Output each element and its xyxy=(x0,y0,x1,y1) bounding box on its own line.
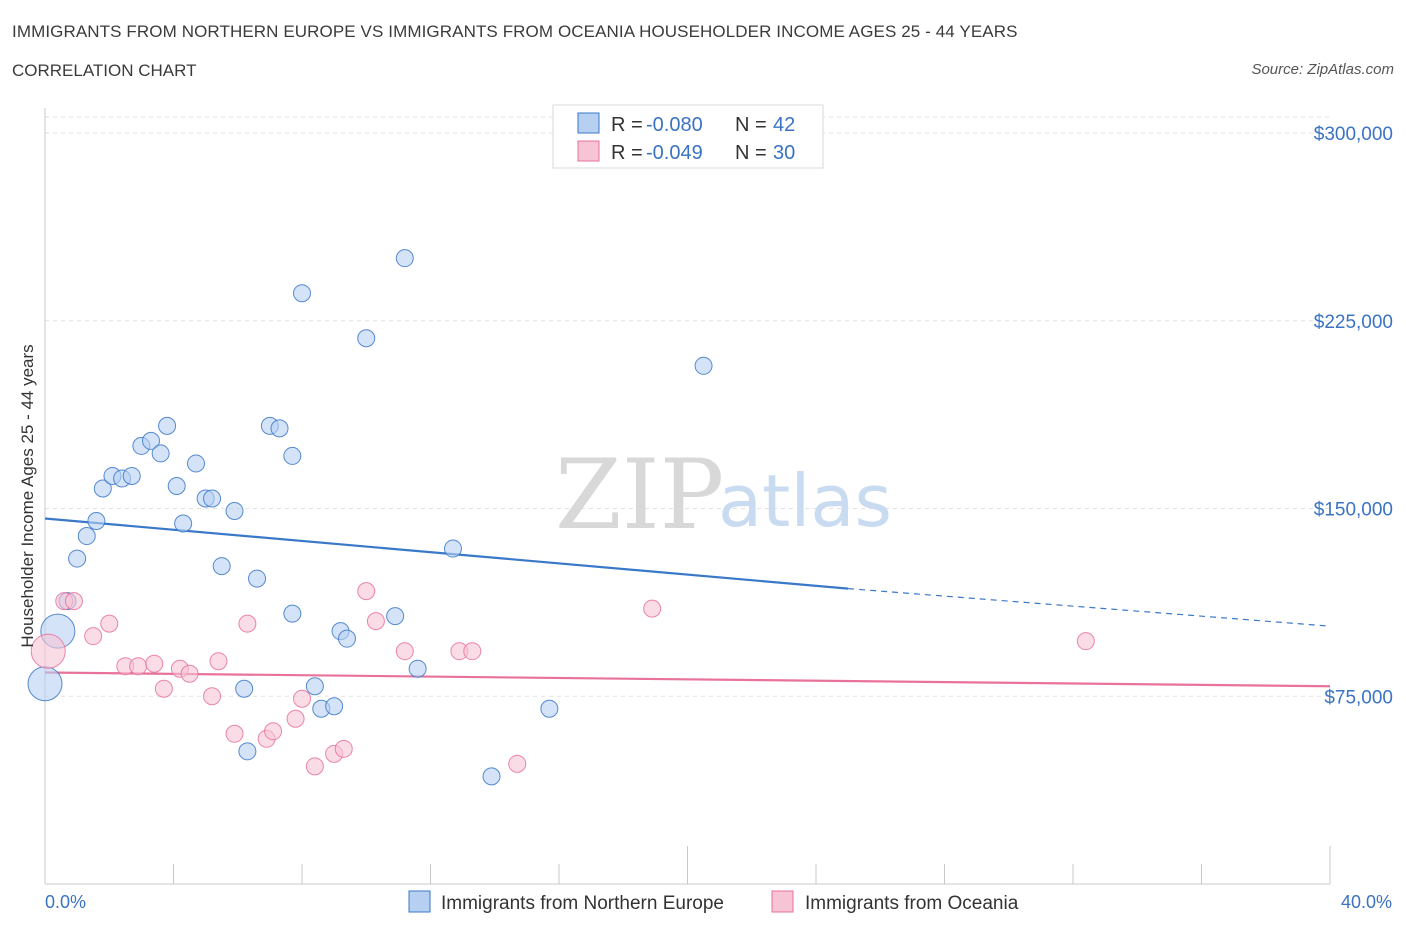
stats-legend: R = -0.080 N = 42 R = -0.049 N = 30 xyxy=(552,104,824,169)
data-point-series1-28 xyxy=(643,599,662,618)
y-tick-label-75000: $75,000 xyxy=(1324,687,1393,708)
data-point-series1-6 xyxy=(129,657,148,676)
data-point-series1-4 xyxy=(100,614,119,633)
data-point-series1-27 xyxy=(508,754,527,773)
data-point-series0-41 xyxy=(694,356,713,375)
data-point-series0-29 xyxy=(305,677,324,696)
y-tick-labels: $75,000 $150,000 $225,000 $300,000 xyxy=(1314,124,1393,708)
data-point-series0-27 xyxy=(283,604,302,623)
data-point-series0-21 xyxy=(235,679,254,698)
data-point-series0-3 xyxy=(68,549,87,568)
data-point-series0-36 xyxy=(395,249,414,268)
data-point-series0-40 xyxy=(540,699,559,718)
data-point-series0-26 xyxy=(283,446,302,465)
series-legend-swatch-oceania xyxy=(771,890,794,913)
x-tick-label-max: 40.0% xyxy=(1341,892,1392,912)
data-point-series1-3 xyxy=(84,627,103,646)
watermark: ZIP atlas xyxy=(555,439,892,551)
data-point-series0-22 xyxy=(238,742,257,761)
data-point-series1-18 xyxy=(293,689,311,708)
data-point-series1-11 xyxy=(203,687,222,706)
data-point-series0-31 xyxy=(325,697,344,716)
legend-r-label-blue: R = xyxy=(611,114,643,136)
data-point-series0-38 xyxy=(443,539,462,558)
data-point-series1-29 xyxy=(1076,632,1095,651)
watermark-atlas: atlas xyxy=(718,459,892,543)
data-point-series1-2 xyxy=(64,592,83,611)
y-axis-label: Householder Income Ages 25 - 44 years xyxy=(18,344,37,647)
source-label: Source: ZipAtlas.com xyxy=(1251,61,1394,78)
trend-line-1 xyxy=(44,671,1331,688)
x-tick-label-min: 0.0% xyxy=(45,892,86,912)
data-point-series1-10 xyxy=(180,664,199,683)
data-point-series1-12 xyxy=(209,652,228,671)
legend-swatch-blue xyxy=(577,112,600,134)
data-point-series0-34 xyxy=(357,329,376,348)
legend-n-value-blue: 42 xyxy=(773,114,795,136)
data-point-series1-7 xyxy=(145,654,164,673)
data-point-series0-9 xyxy=(122,466,141,485)
legend-r-value-blue: -0.080 xyxy=(646,114,703,136)
data-point-series0-11 xyxy=(142,431,161,450)
chart-title: IMMIGRANTS FROM NORTHERN EUROPE VS IMMIG… xyxy=(12,22,1018,41)
data-point-series0-4 xyxy=(77,527,96,546)
data-point-series0-19 xyxy=(212,557,231,576)
chart-subtitle: CORRELATION CHART xyxy=(12,61,197,80)
data-point-series1-24 xyxy=(395,642,414,661)
legend-r-label-pink: R = xyxy=(611,142,643,164)
legend-n-value-pink: 30 xyxy=(773,142,795,164)
watermark-zip: ZIP xyxy=(555,439,724,551)
data-point-series0-37 xyxy=(408,659,427,678)
data-point-series1-23 xyxy=(366,612,385,631)
data-point-series0-5 xyxy=(87,512,106,531)
series-legend: Immigrants from Northern Europe Immigran… xyxy=(408,890,1019,914)
data-point-series1-14 xyxy=(238,614,257,633)
data-point-series1-22 xyxy=(357,582,376,601)
data-point-series1-16 xyxy=(264,722,283,741)
data-point-series1-26 xyxy=(463,642,482,661)
data-point-series1-8 xyxy=(154,679,173,698)
legend-r-value-pink: -0.049 xyxy=(646,142,703,164)
data-point-series0-14 xyxy=(167,476,186,495)
trend-line-extension-0 xyxy=(848,588,1331,627)
data-point-series0-6 xyxy=(93,479,112,498)
x-axis-ticks xyxy=(44,846,1331,884)
legend-swatch-pink xyxy=(577,140,600,162)
data-point-series0-12 xyxy=(151,444,170,463)
data-point-series1-21 xyxy=(334,739,353,758)
data-point-series0-18 xyxy=(203,489,222,508)
data-point-series0-39 xyxy=(482,767,501,786)
legend-n-label-blue: N = xyxy=(735,114,767,136)
data-point-series1-17 xyxy=(286,709,305,728)
data-point-series0-16 xyxy=(186,454,205,473)
data-point-series0-28 xyxy=(293,284,311,303)
series-legend-label-northern-europe: Immigrants from Northern Europe xyxy=(441,893,724,914)
series-legend-label-oceania: Immigrants from Oceania xyxy=(805,893,1019,914)
data-point-series1-13 xyxy=(225,724,244,743)
data-point-series1-0 xyxy=(30,633,66,669)
data-points xyxy=(27,249,1095,786)
data-point-series0-15 xyxy=(174,514,193,533)
y-tick-label-150000: $150,000 xyxy=(1314,500,1393,521)
data-point-series0-20 xyxy=(225,502,244,521)
data-point-series0-23 xyxy=(248,569,267,588)
grid-lines xyxy=(45,116,1330,697)
series-legend-swatch-northern-europe xyxy=(408,890,431,913)
y-tick-label-300000: $300,000 xyxy=(1314,124,1393,145)
data-point-series0-33 xyxy=(337,629,356,648)
y-tick-label-225000: $225,000 xyxy=(1314,312,1393,333)
data-point-series0-0 xyxy=(27,666,63,702)
legend-n-label-pink: N = xyxy=(735,142,767,164)
data-point-series0-13 xyxy=(158,416,177,435)
data-point-series1-19 xyxy=(305,757,324,776)
data-point-series0-25 xyxy=(270,419,289,438)
data-point-series0-35 xyxy=(386,607,405,626)
